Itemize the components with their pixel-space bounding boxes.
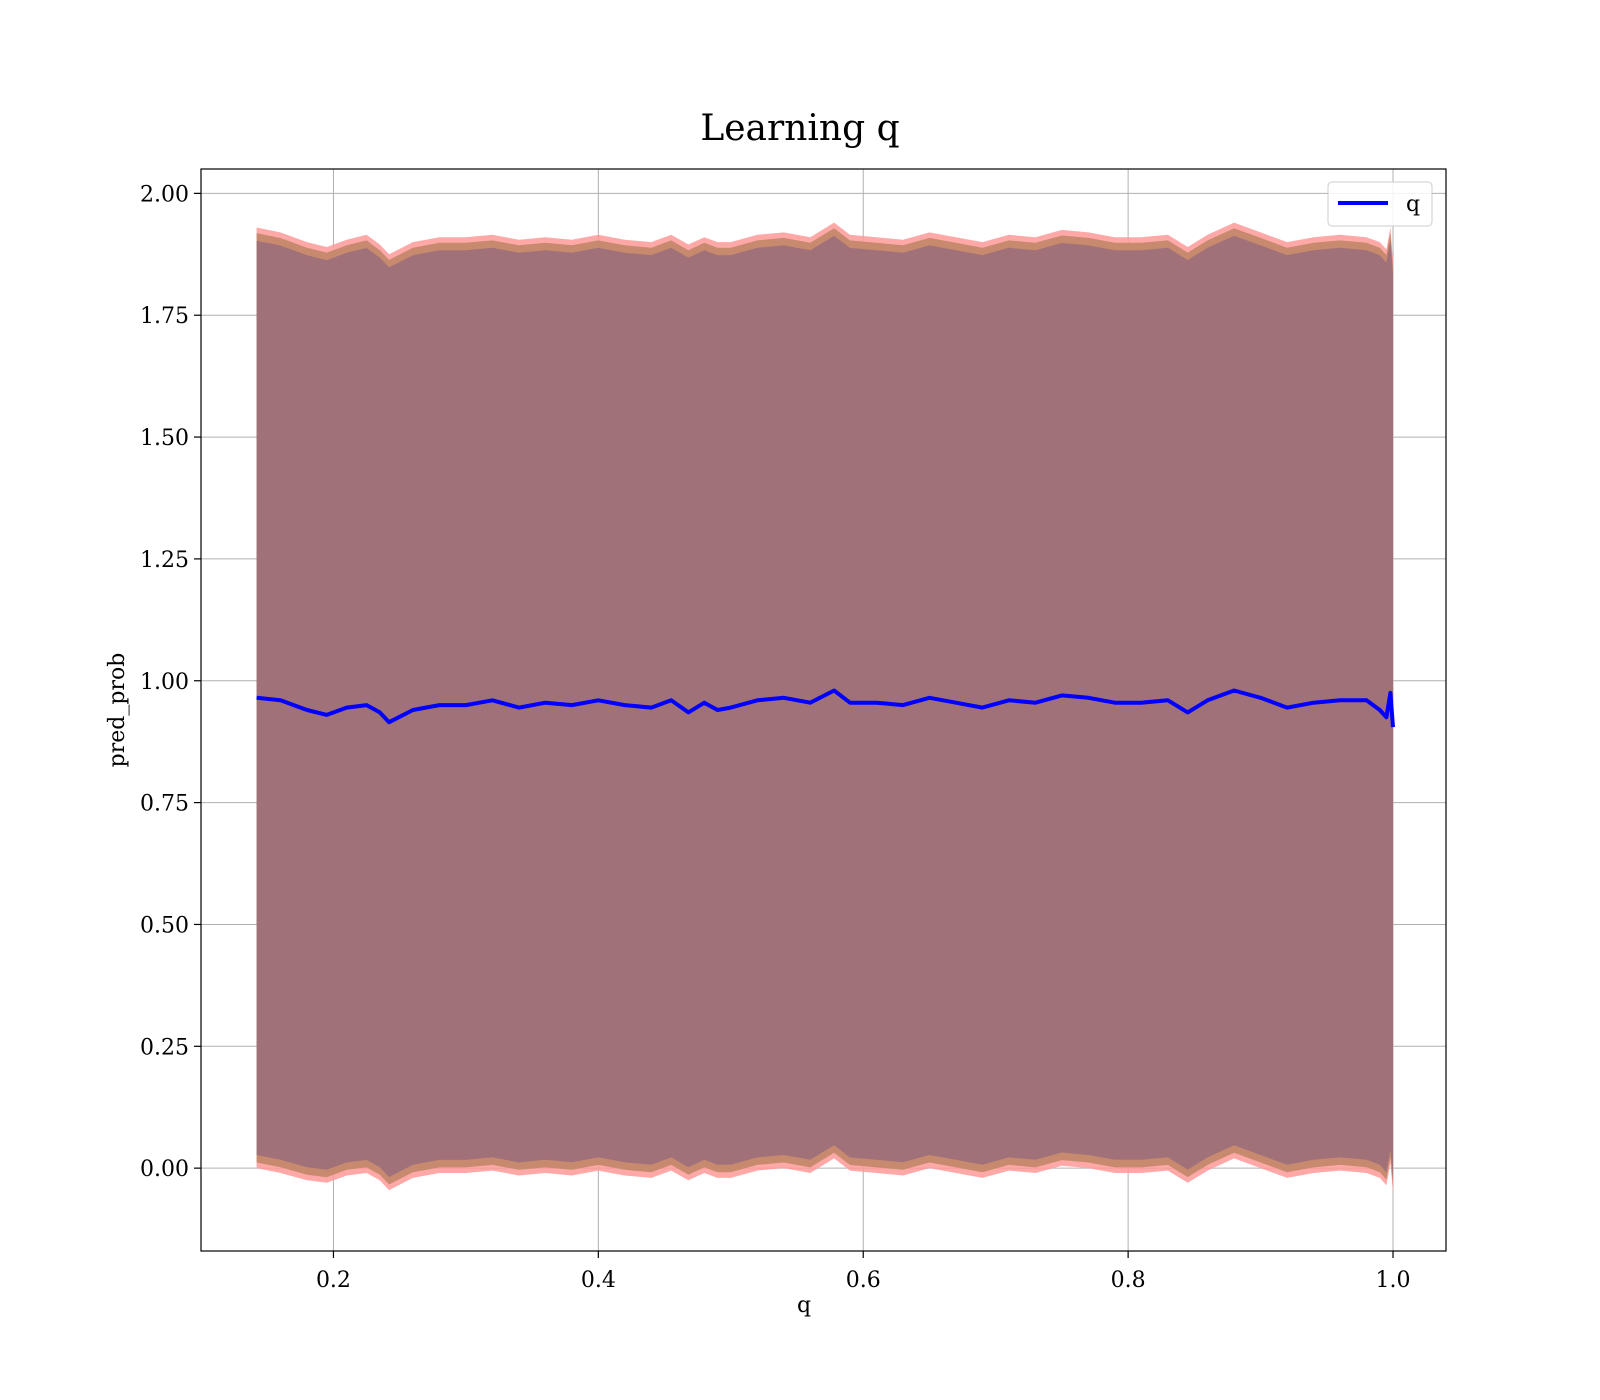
legend: q — [1327, 181, 1433, 227]
legend-label-q: q — [1406, 192, 1420, 217]
y-tick-label: 0.00 — [140, 1157, 189, 1182]
x-tick-label: 1.0 — [1376, 1268, 1411, 1293]
y-axis-label: pred_prob — [105, 653, 130, 768]
x-tick-label: 0.8 — [1111, 1268, 1146, 1293]
series-line-q — [256, 688, 1395, 728]
y-tick-label: 0.25 — [140, 1035, 189, 1060]
plot-frame — [200, 168, 1447, 1252]
x-tick-label: 0.2 — [316, 1268, 351, 1293]
inner-band — [256, 235, 1394, 1180]
y-tick-label: 0.50 — [140, 913, 189, 938]
y-tick-label: 1.00 — [140, 670, 189, 695]
chart-title: Learning q — [700, 108, 899, 149]
x-axis-label: q — [797, 1293, 811, 1318]
y-tick-label: 1.25 — [140, 548, 189, 573]
x-axis-ticks: 0.2 0.4 0.6 0.8 1.0 — [316, 1251, 1411, 1293]
x-tick-label: 0.4 — [581, 1268, 616, 1293]
y-tick-label: 1.50 — [140, 426, 189, 451]
y-tick-label: 0.75 — [140, 792, 189, 817]
x-tick-label: 0.6 — [846, 1268, 881, 1293]
y-axis-ticks: 0.00 0.25 0.50 0.75 1.00 1.25 1.50 1.75 2.00 — [140, 182, 201, 1182]
y-tick-label: 2.00 — [140, 182, 189, 207]
plot-area — [200, 168, 1447, 1252]
y-tick-label: 1.75 — [140, 304, 189, 329]
